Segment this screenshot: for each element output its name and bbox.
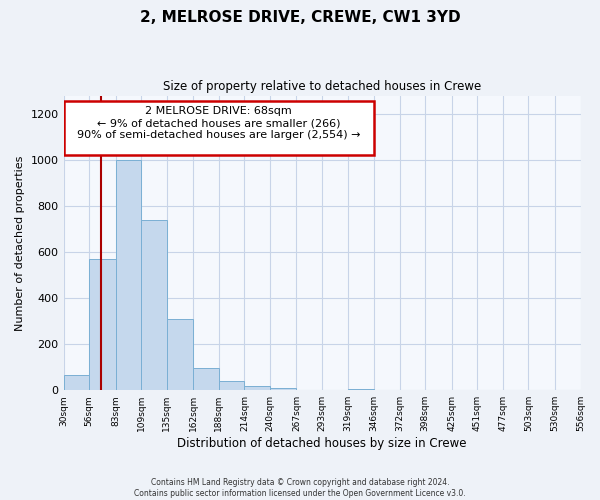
Bar bbox=[116, 160, 141, 390]
Bar bbox=[244, 386, 270, 390]
Text: 90% of semi-detached houses are larger (2,554) →: 90% of semi-detached houses are larger (… bbox=[77, 130, 361, 140]
Bar bbox=[347, 389, 374, 390]
Bar bbox=[141, 220, 167, 390]
Text: Contains HM Land Registry data © Crown copyright and database right 2024.
Contai: Contains HM Land Registry data © Crown c… bbox=[134, 478, 466, 498]
Bar bbox=[219, 381, 244, 390]
Y-axis label: Number of detached properties: Number of detached properties bbox=[15, 155, 25, 330]
Bar bbox=[270, 388, 296, 390]
FancyBboxPatch shape bbox=[64, 102, 374, 156]
Text: ← 9% of detached houses are smaller (266): ← 9% of detached houses are smaller (266… bbox=[97, 118, 341, 128]
Text: 2 MELROSE DRIVE: 68sqm: 2 MELROSE DRIVE: 68sqm bbox=[145, 106, 292, 116]
Bar bbox=[193, 368, 219, 390]
Text: 2, MELROSE DRIVE, CREWE, CW1 3YD: 2, MELROSE DRIVE, CREWE, CW1 3YD bbox=[140, 10, 460, 25]
Bar bbox=[89, 259, 116, 390]
Bar bbox=[64, 375, 89, 390]
Bar bbox=[167, 319, 193, 390]
X-axis label: Distribution of detached houses by size in Crewe: Distribution of detached houses by size … bbox=[177, 437, 467, 450]
Title: Size of property relative to detached houses in Crewe: Size of property relative to detached ho… bbox=[163, 80, 481, 93]
